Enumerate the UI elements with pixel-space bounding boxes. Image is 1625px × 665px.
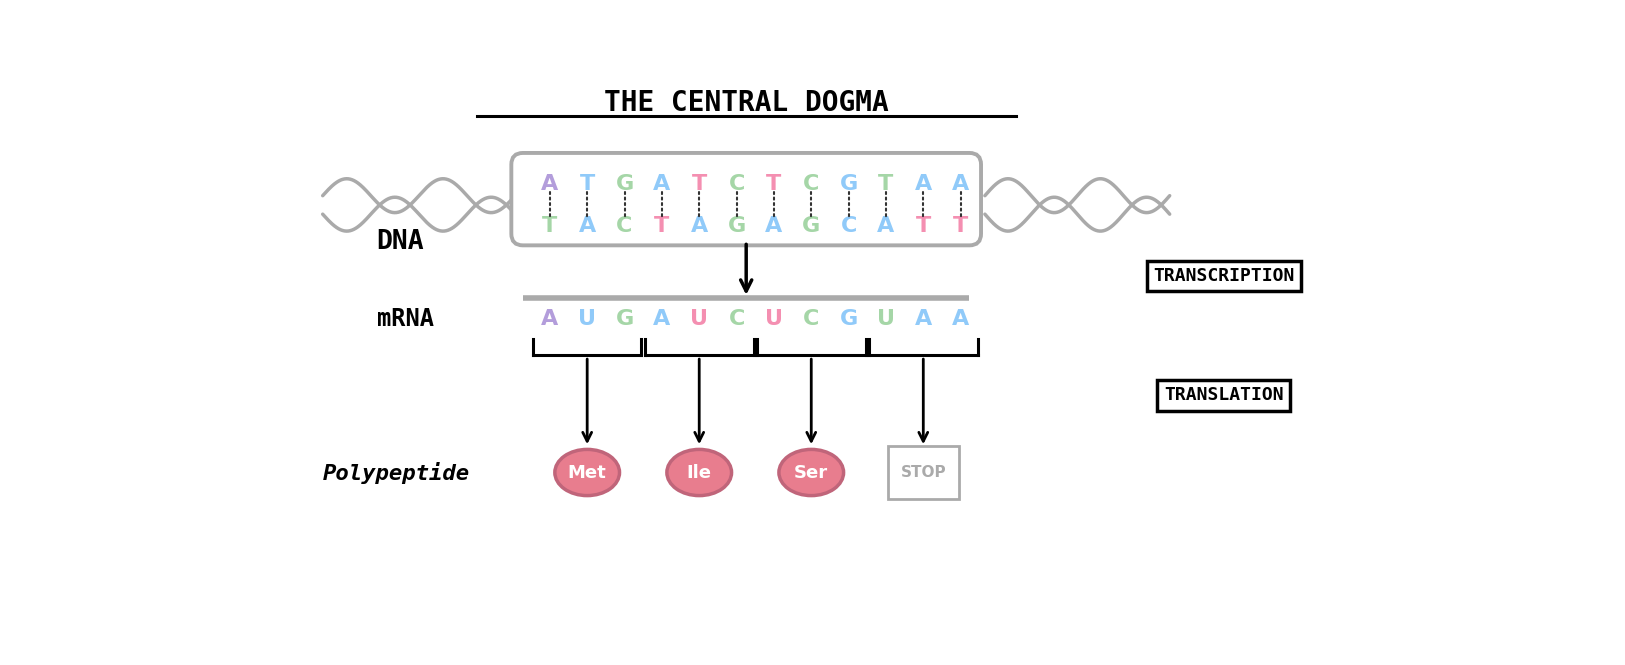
Text: G: G [616, 174, 634, 194]
Ellipse shape [778, 450, 843, 495]
Text: A: A [952, 309, 968, 329]
FancyBboxPatch shape [512, 153, 982, 245]
Text: T: T [767, 174, 782, 194]
Text: A: A [878, 216, 895, 236]
Text: T: T [655, 216, 669, 236]
Text: T: T [692, 174, 707, 194]
Text: G: G [840, 309, 858, 329]
Text: THE CENTRAL DOGMA: THE CENTRAL DOGMA [604, 89, 889, 117]
Text: Ser: Ser [795, 464, 829, 481]
Text: C: C [840, 216, 856, 236]
Text: U: U [578, 309, 596, 329]
Text: T: T [879, 174, 894, 194]
Text: U: U [691, 309, 708, 329]
Text: G: G [840, 174, 858, 194]
Text: T: T [580, 174, 595, 194]
Text: G: G [728, 216, 746, 236]
Text: Polypeptide: Polypeptide [323, 462, 470, 483]
FancyBboxPatch shape [887, 446, 959, 499]
Text: A: A [541, 309, 559, 329]
Text: mRNA: mRNA [377, 307, 434, 331]
Text: A: A [952, 174, 968, 194]
Text: C: C [728, 309, 744, 329]
Text: STOP: STOP [900, 465, 946, 480]
Text: C: C [803, 309, 819, 329]
Text: G: G [803, 216, 821, 236]
Text: U: U [765, 309, 783, 329]
Text: A: A [915, 174, 931, 194]
Text: TRANSCRIPTION: TRANSCRIPTION [1152, 267, 1294, 285]
Text: T: T [952, 216, 968, 236]
Text: A: A [541, 174, 559, 194]
Ellipse shape [666, 450, 731, 495]
Text: Met: Met [567, 464, 606, 481]
Text: T: T [915, 216, 931, 236]
Text: A: A [915, 309, 931, 329]
Text: Ile: Ile [687, 464, 712, 481]
Text: A: A [653, 174, 671, 194]
Text: A: A [578, 216, 596, 236]
Text: TRANSLATION: TRANSLATION [1164, 386, 1284, 404]
Text: A: A [765, 216, 783, 236]
Text: T: T [543, 216, 557, 236]
Text: C: C [803, 174, 819, 194]
Text: A: A [691, 216, 708, 236]
Text: DNA: DNA [377, 229, 424, 255]
Ellipse shape [554, 450, 619, 495]
Text: U: U [878, 309, 895, 329]
Text: A: A [653, 309, 671, 329]
Text: C: C [728, 174, 744, 194]
Text: G: G [616, 309, 634, 329]
Text: C: C [616, 216, 632, 236]
